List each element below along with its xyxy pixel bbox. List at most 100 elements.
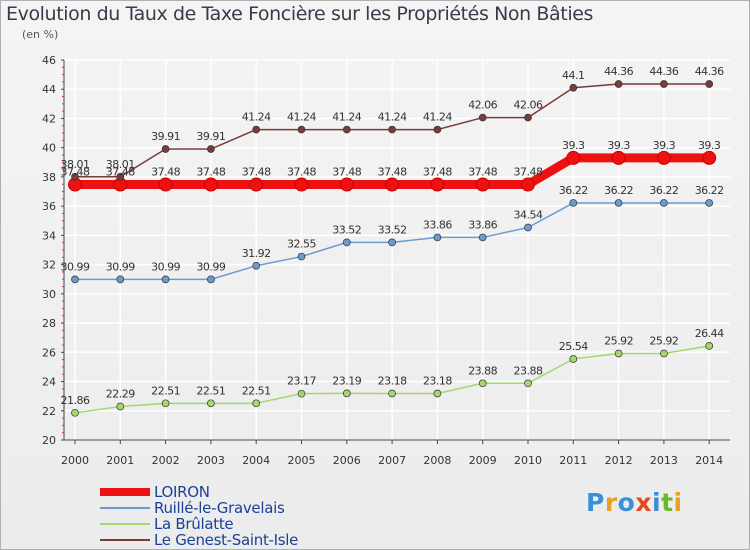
data-label: 37.48	[423, 166, 452, 179]
data-point	[71, 275, 79, 284]
data-point	[705, 342, 714, 350]
data-label: 23.18	[378, 375, 407, 388]
data-point	[342, 238, 351, 247]
legend-label: LOIRON	[154, 483, 210, 501]
legend-swatch	[100, 539, 150, 541]
data-label: 37.48	[242, 166, 271, 179]
data-point	[116, 172, 125, 181]
legend-swatch	[100, 523, 150, 525]
data-label: 36.22	[559, 184, 588, 197]
data-point	[614, 80, 623, 88]
data-label: 36.22	[649, 184, 678, 197]
data-point	[294, 177, 309, 192]
data-label: 39.91	[151, 130, 180, 143]
data-point	[116, 275, 125, 284]
data-point	[161, 275, 170, 284]
data-point	[252, 399, 261, 408]
data-point	[71, 172, 79, 181]
data-point	[161, 399, 170, 408]
x-tick-label: 2001	[106, 454, 134, 467]
data-label: 37.48	[61, 166, 90, 179]
x-tick-label: 2010	[514, 454, 542, 467]
y-tick-label: 34	[42, 229, 56, 242]
y-tick-label: 26	[42, 346, 56, 359]
data-point	[478, 379, 487, 388]
data-label: 39.3	[562, 139, 585, 152]
data-label: 37.48	[468, 166, 497, 179]
data-point	[430, 177, 445, 192]
data-point	[207, 145, 215, 153]
data-label: 25.92	[649, 334, 678, 347]
data-point	[566, 150, 581, 165]
data-point	[161, 145, 170, 153]
data-point	[614, 199, 623, 207]
data-label: 23.18	[423, 375, 452, 388]
data-label: 25.92	[604, 334, 633, 347]
x-tick-label: 2006	[333, 454, 361, 467]
data-point	[297, 252, 306, 261]
y-tick-label: 30	[42, 288, 56, 301]
data-label: 23.88	[468, 364, 497, 377]
data-point	[524, 379, 532, 388]
data-label: 36.22	[604, 184, 633, 197]
data-point	[478, 233, 487, 242]
data-label: 23.88	[514, 364, 543, 377]
data-point	[342, 125, 351, 134]
data-label: 41.24	[423, 111, 452, 124]
chart-title: Evolution du Taux de Taxe Foncière sur l…	[6, 3, 594, 25]
logo-letter: o	[617, 488, 636, 517]
data-point	[478, 113, 487, 122]
data-point	[158, 177, 173, 192]
data-point	[705, 199, 714, 207]
data-point	[116, 402, 125, 411]
data-label: 25.54	[559, 340, 588, 353]
data-point	[385, 177, 400, 192]
logo-letter: r	[604, 488, 618, 517]
data-label: 30.99	[151, 260, 180, 273]
logo-letter: i	[652, 488, 662, 517]
data-label: 26.44	[695, 327, 724, 340]
data-point	[521, 177, 535, 192]
data-label: 44.1	[562, 69, 585, 82]
data-point	[207, 275, 215, 284]
data-label: 37.48	[378, 166, 407, 179]
data-label: 37.48	[106, 166, 135, 179]
data-label: 22.29	[106, 388, 135, 401]
x-tick-label: 2009	[469, 454, 497, 467]
data-point	[524, 223, 532, 232]
data-point	[342, 389, 351, 398]
data-label: 33.52	[378, 223, 407, 236]
data-label: 23.19	[332, 374, 361, 387]
data-point	[569, 83, 578, 92]
data-label: 34.54	[514, 208, 543, 221]
data-label: 33.52	[332, 223, 361, 236]
data-label: 41.24	[287, 111, 316, 124]
data-point	[249, 177, 264, 192]
legend-label: La Brûlatte	[154, 515, 234, 533]
data-label: 33.86	[423, 218, 452, 231]
data-point	[569, 355, 578, 363]
y-tick-label: 46	[42, 54, 56, 67]
legend-label: Ruillé-le-Gravelais	[154, 499, 285, 517]
data-label: 30.99	[196, 260, 225, 273]
proxiti-logo: Proxiti	[586, 488, 683, 517]
y-tick-label: 24	[42, 376, 56, 389]
data-label: 38.01	[61, 158, 90, 171]
data-point	[388, 125, 396, 134]
data-label: 42.06	[468, 99, 497, 112]
y-tick-label: 28	[42, 317, 56, 330]
data-label: 31.92	[242, 247, 271, 260]
y-tick-label: 42	[42, 112, 56, 125]
data-point	[388, 389, 396, 398]
data-point	[475, 177, 490, 192]
x-tick-label: 2012	[605, 454, 633, 467]
data-label: 30.99	[106, 260, 135, 273]
data-label: 41.24	[378, 111, 407, 124]
data-point	[297, 389, 306, 398]
data-label: 37.48	[287, 166, 316, 179]
data-label: 42.06	[514, 99, 543, 112]
data-point	[660, 199, 668, 207]
x-tick-label: 2003	[197, 454, 225, 467]
